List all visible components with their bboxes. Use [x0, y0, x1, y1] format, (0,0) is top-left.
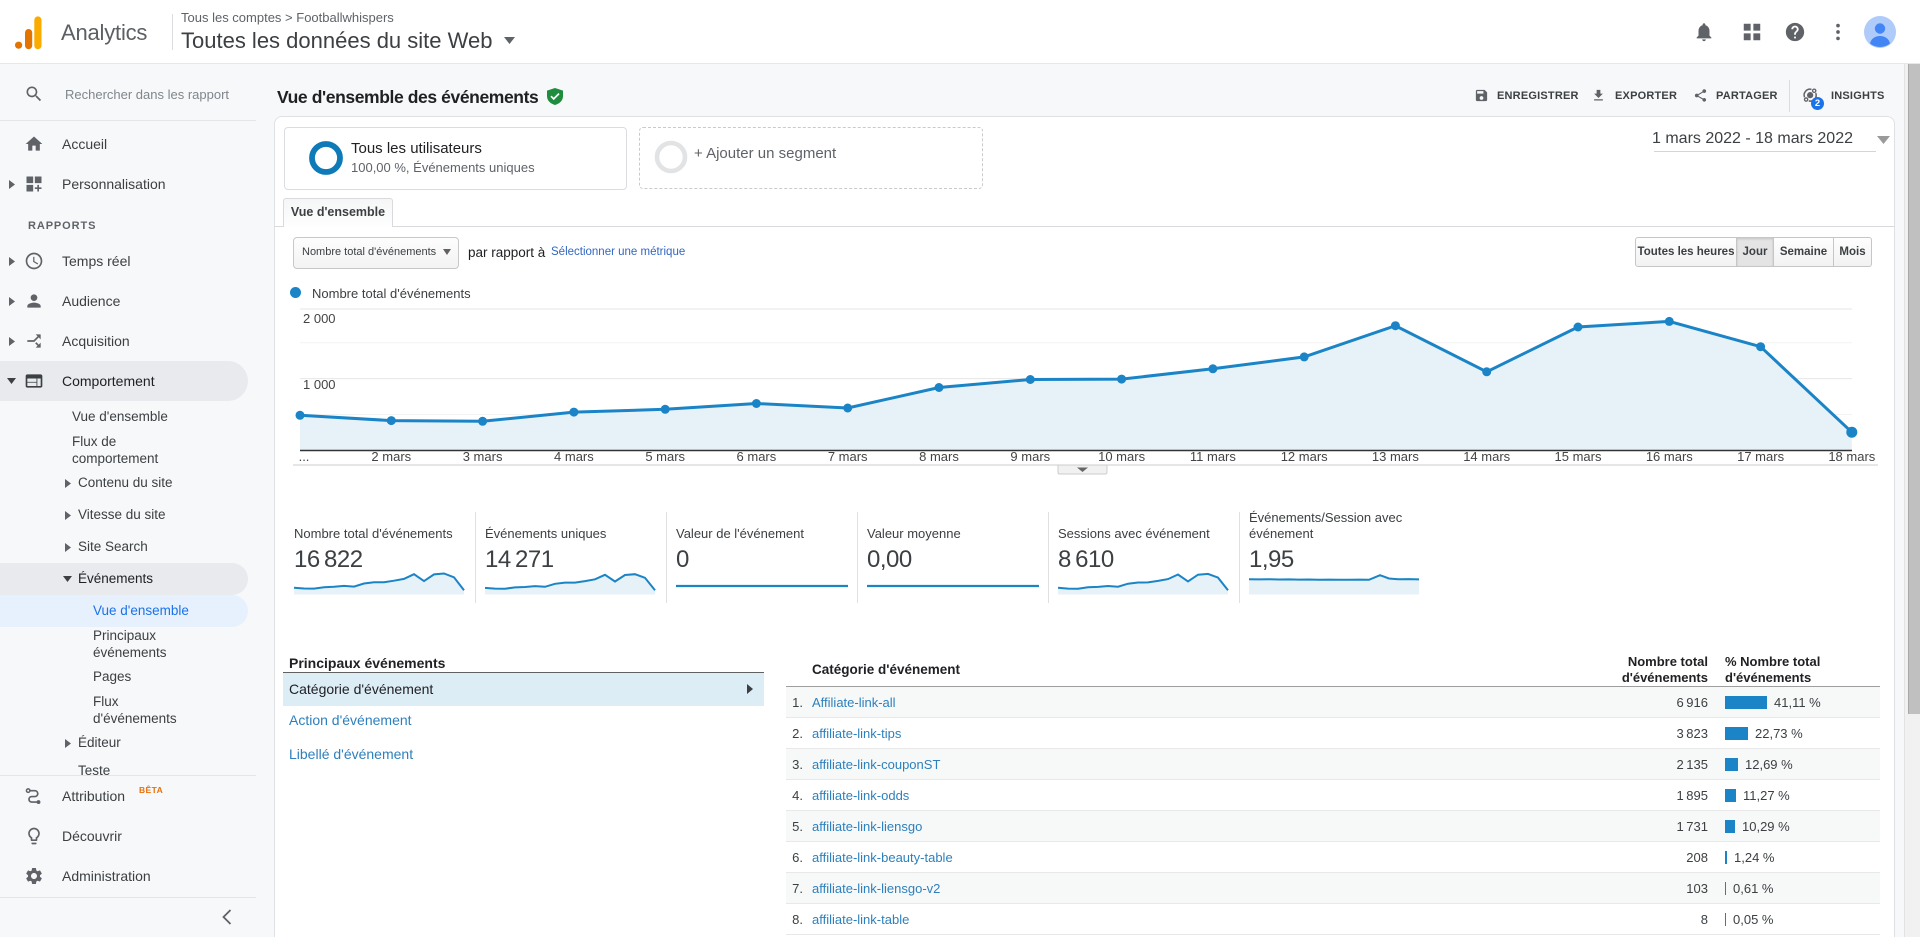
- svg-text:7 mars: 7 mars: [828, 449, 868, 464]
- svg-text:14 mars: 14 mars: [1463, 449, 1510, 464]
- svg-text:11 mars: 11 mars: [1190, 449, 1236, 464]
- svg-text:15 mars: 15 mars: [1555, 449, 1602, 464]
- svg-text:17 mars: 17 mars: [1737, 449, 1784, 464]
- svg-text:9 mars: 9 mars: [1010, 449, 1050, 464]
- svg-text:8 mars: 8 mars: [919, 449, 959, 464]
- svg-text:13 mars: 13 mars: [1372, 449, 1419, 464]
- svg-text:10 mars: 10 mars: [1098, 449, 1145, 464]
- svg-text:...: ...: [299, 449, 310, 464]
- svg-text:12 mars: 12 mars: [1281, 449, 1328, 464]
- svg-text:2 000: 2 000: [303, 311, 336, 326]
- svg-text:6 mars: 6 mars: [737, 449, 777, 464]
- svg-text:1 000: 1 000: [303, 377, 336, 392]
- svg-text:2 mars: 2 mars: [371, 449, 411, 464]
- svg-text:4 mars: 4 mars: [554, 449, 594, 464]
- svg-text:3 mars: 3 mars: [463, 449, 503, 464]
- svg-text:16 mars: 16 mars: [1646, 449, 1693, 464]
- svg-text:5 mars: 5 mars: [645, 449, 685, 464]
- svg-text:18 mars: 18 mars: [1828, 449, 1875, 464]
